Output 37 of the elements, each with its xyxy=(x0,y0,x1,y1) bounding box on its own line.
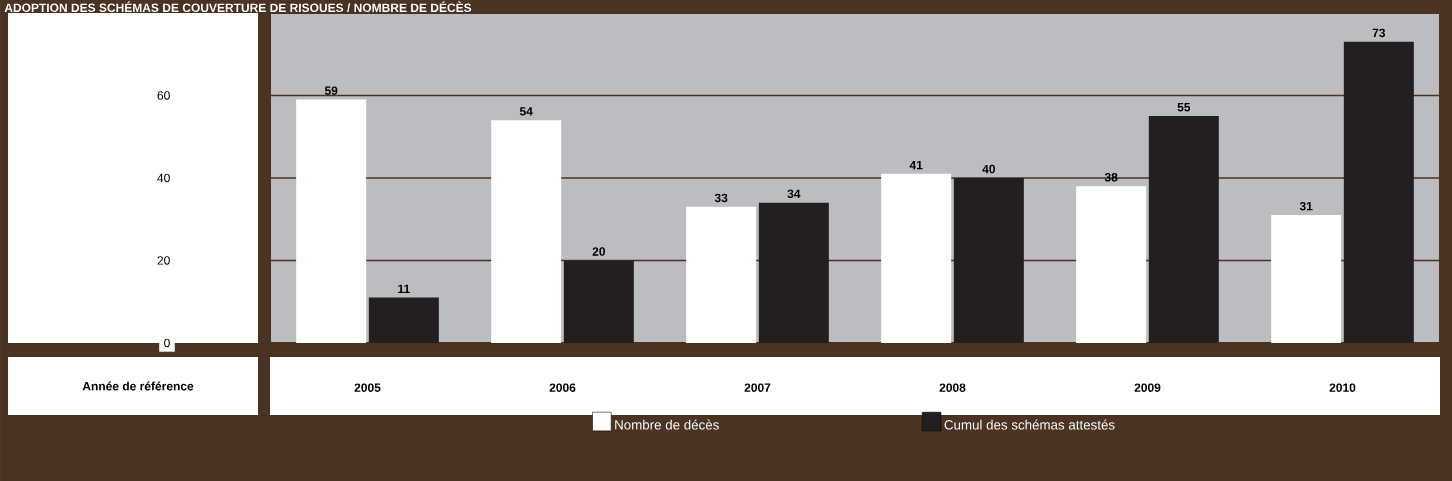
legend-label: Cumul des schémas attestés xyxy=(944,419,1115,430)
x-tick-label: 2005 xyxy=(354,383,381,392)
bar xyxy=(686,206,757,343)
x-tick-label: 2008 xyxy=(939,383,966,392)
bar xyxy=(758,202,829,343)
chart-title: ADOPTION DES SCHÉMAS DE COUVERTURE DE RISQUES / NOMBRE DE DÉCÈS xyxy=(4,1,472,15)
bar xyxy=(563,260,634,343)
y-tick-label: 60 xyxy=(157,91,170,100)
x-axis-title: Année de référence xyxy=(82,381,194,391)
data-label: 31 xyxy=(1299,201,1313,211)
bar xyxy=(296,99,367,343)
data-label: 41 xyxy=(909,160,923,170)
y-tick-label: 0 xyxy=(164,338,170,348)
x-tick-label: 2007 xyxy=(744,383,771,392)
data-label: 34 xyxy=(787,189,801,199)
bar xyxy=(1148,116,1219,343)
bar xyxy=(368,297,439,343)
legend-label: Nombre de décès xyxy=(615,419,719,430)
bar xyxy=(1271,215,1342,343)
data-label: 11 xyxy=(398,284,410,293)
bar xyxy=(1076,186,1147,343)
data-label: 73 xyxy=(1372,28,1386,38)
bar xyxy=(881,173,952,343)
x-tick-label: 2010 xyxy=(1329,383,1356,392)
data-label: 20 xyxy=(592,247,606,256)
data-label: 40 xyxy=(982,164,996,174)
data-label: 33 xyxy=(714,193,728,203)
data-label: 59 xyxy=(324,86,338,95)
bar xyxy=(953,177,1024,343)
y-tick-label: 20 xyxy=(157,256,170,265)
x-tick-label: 2009 xyxy=(1134,383,1161,392)
data-label: 54 xyxy=(519,107,533,116)
y-tick-label: 40 xyxy=(157,173,170,183)
bar xyxy=(491,120,562,343)
x-tick-label: 2006 xyxy=(549,383,576,392)
data-label: 55 xyxy=(1177,103,1191,112)
bar xyxy=(1343,41,1414,343)
